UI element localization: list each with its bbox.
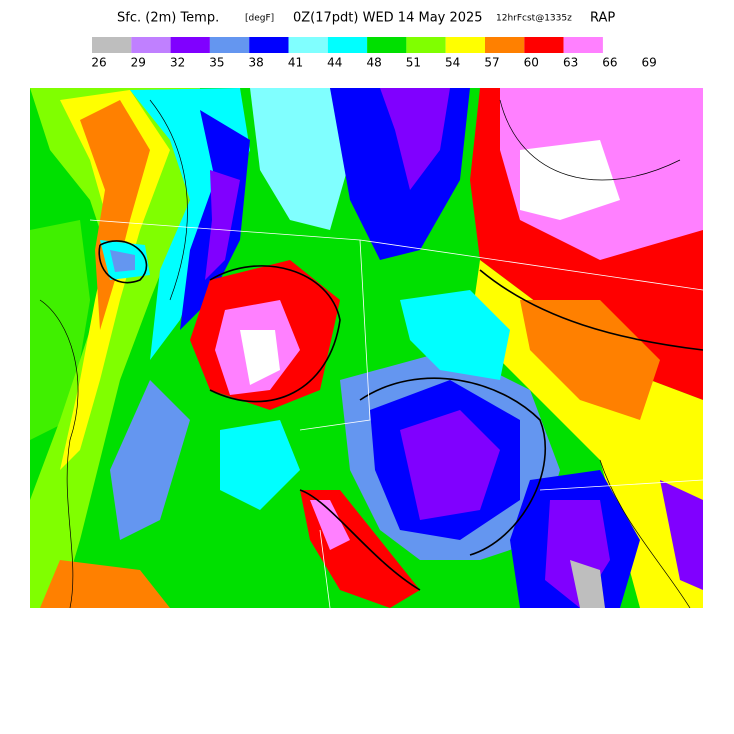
colorbar: 26 29 32 35 38 41 44 48 51 54 57 60 63 66 69 bbox=[91, 37, 657, 70]
colorbar-segment bbox=[249, 37, 289, 53]
map bbox=[30, 88, 703, 608]
colorbar-label: 29 bbox=[131, 56, 146, 70]
units: [degF] bbox=[245, 14, 274, 24]
colorbar-segment bbox=[92, 37, 132, 53]
colorbar-segment bbox=[563, 37, 603, 53]
colorbar-label: 66 bbox=[602, 56, 617, 70]
colorbar-segment bbox=[131, 37, 171, 53]
colorbar-label: 32 bbox=[170, 56, 185, 70]
colorbar-label: 26 bbox=[91, 56, 106, 70]
colorbar-label: 54 bbox=[445, 56, 460, 70]
colorbar-segment bbox=[485, 37, 525, 53]
colorbar-label: 57 bbox=[484, 56, 499, 70]
forecast: 12hrFcst@1335z bbox=[496, 14, 572, 24]
colorbar-label: 63 bbox=[563, 56, 578, 70]
colorbar-label: 44 bbox=[327, 56, 342, 70]
colorbar-label: 41 bbox=[288, 56, 303, 70]
colorbar-label: 51 bbox=[406, 56, 421, 70]
colorbar-label: 35 bbox=[209, 56, 224, 70]
colorbar-segment bbox=[288, 37, 328, 53]
model: RAP bbox=[590, 11, 615, 26]
colorbar-label: 60 bbox=[524, 56, 539, 70]
colorbar-segment bbox=[445, 37, 485, 53]
colorbar-label: 48 bbox=[366, 56, 381, 70]
colorbar-segment bbox=[406, 37, 446, 53]
colorbar-segment bbox=[524, 37, 564, 53]
colorbar-segment bbox=[209, 37, 250, 53]
title: Sfc. (2m) Temp. bbox=[117, 11, 219, 26]
colorbar-label: 69 bbox=[642, 56, 657, 70]
valid-time: 0Z(17pdt) WED 14 May 2025 bbox=[293, 11, 483, 26]
colorbar-segment bbox=[327, 37, 368, 53]
colorbar-segment bbox=[367, 37, 407, 53]
colorbar-segment bbox=[170, 37, 210, 53]
colorbar-label: 38 bbox=[249, 56, 264, 70]
